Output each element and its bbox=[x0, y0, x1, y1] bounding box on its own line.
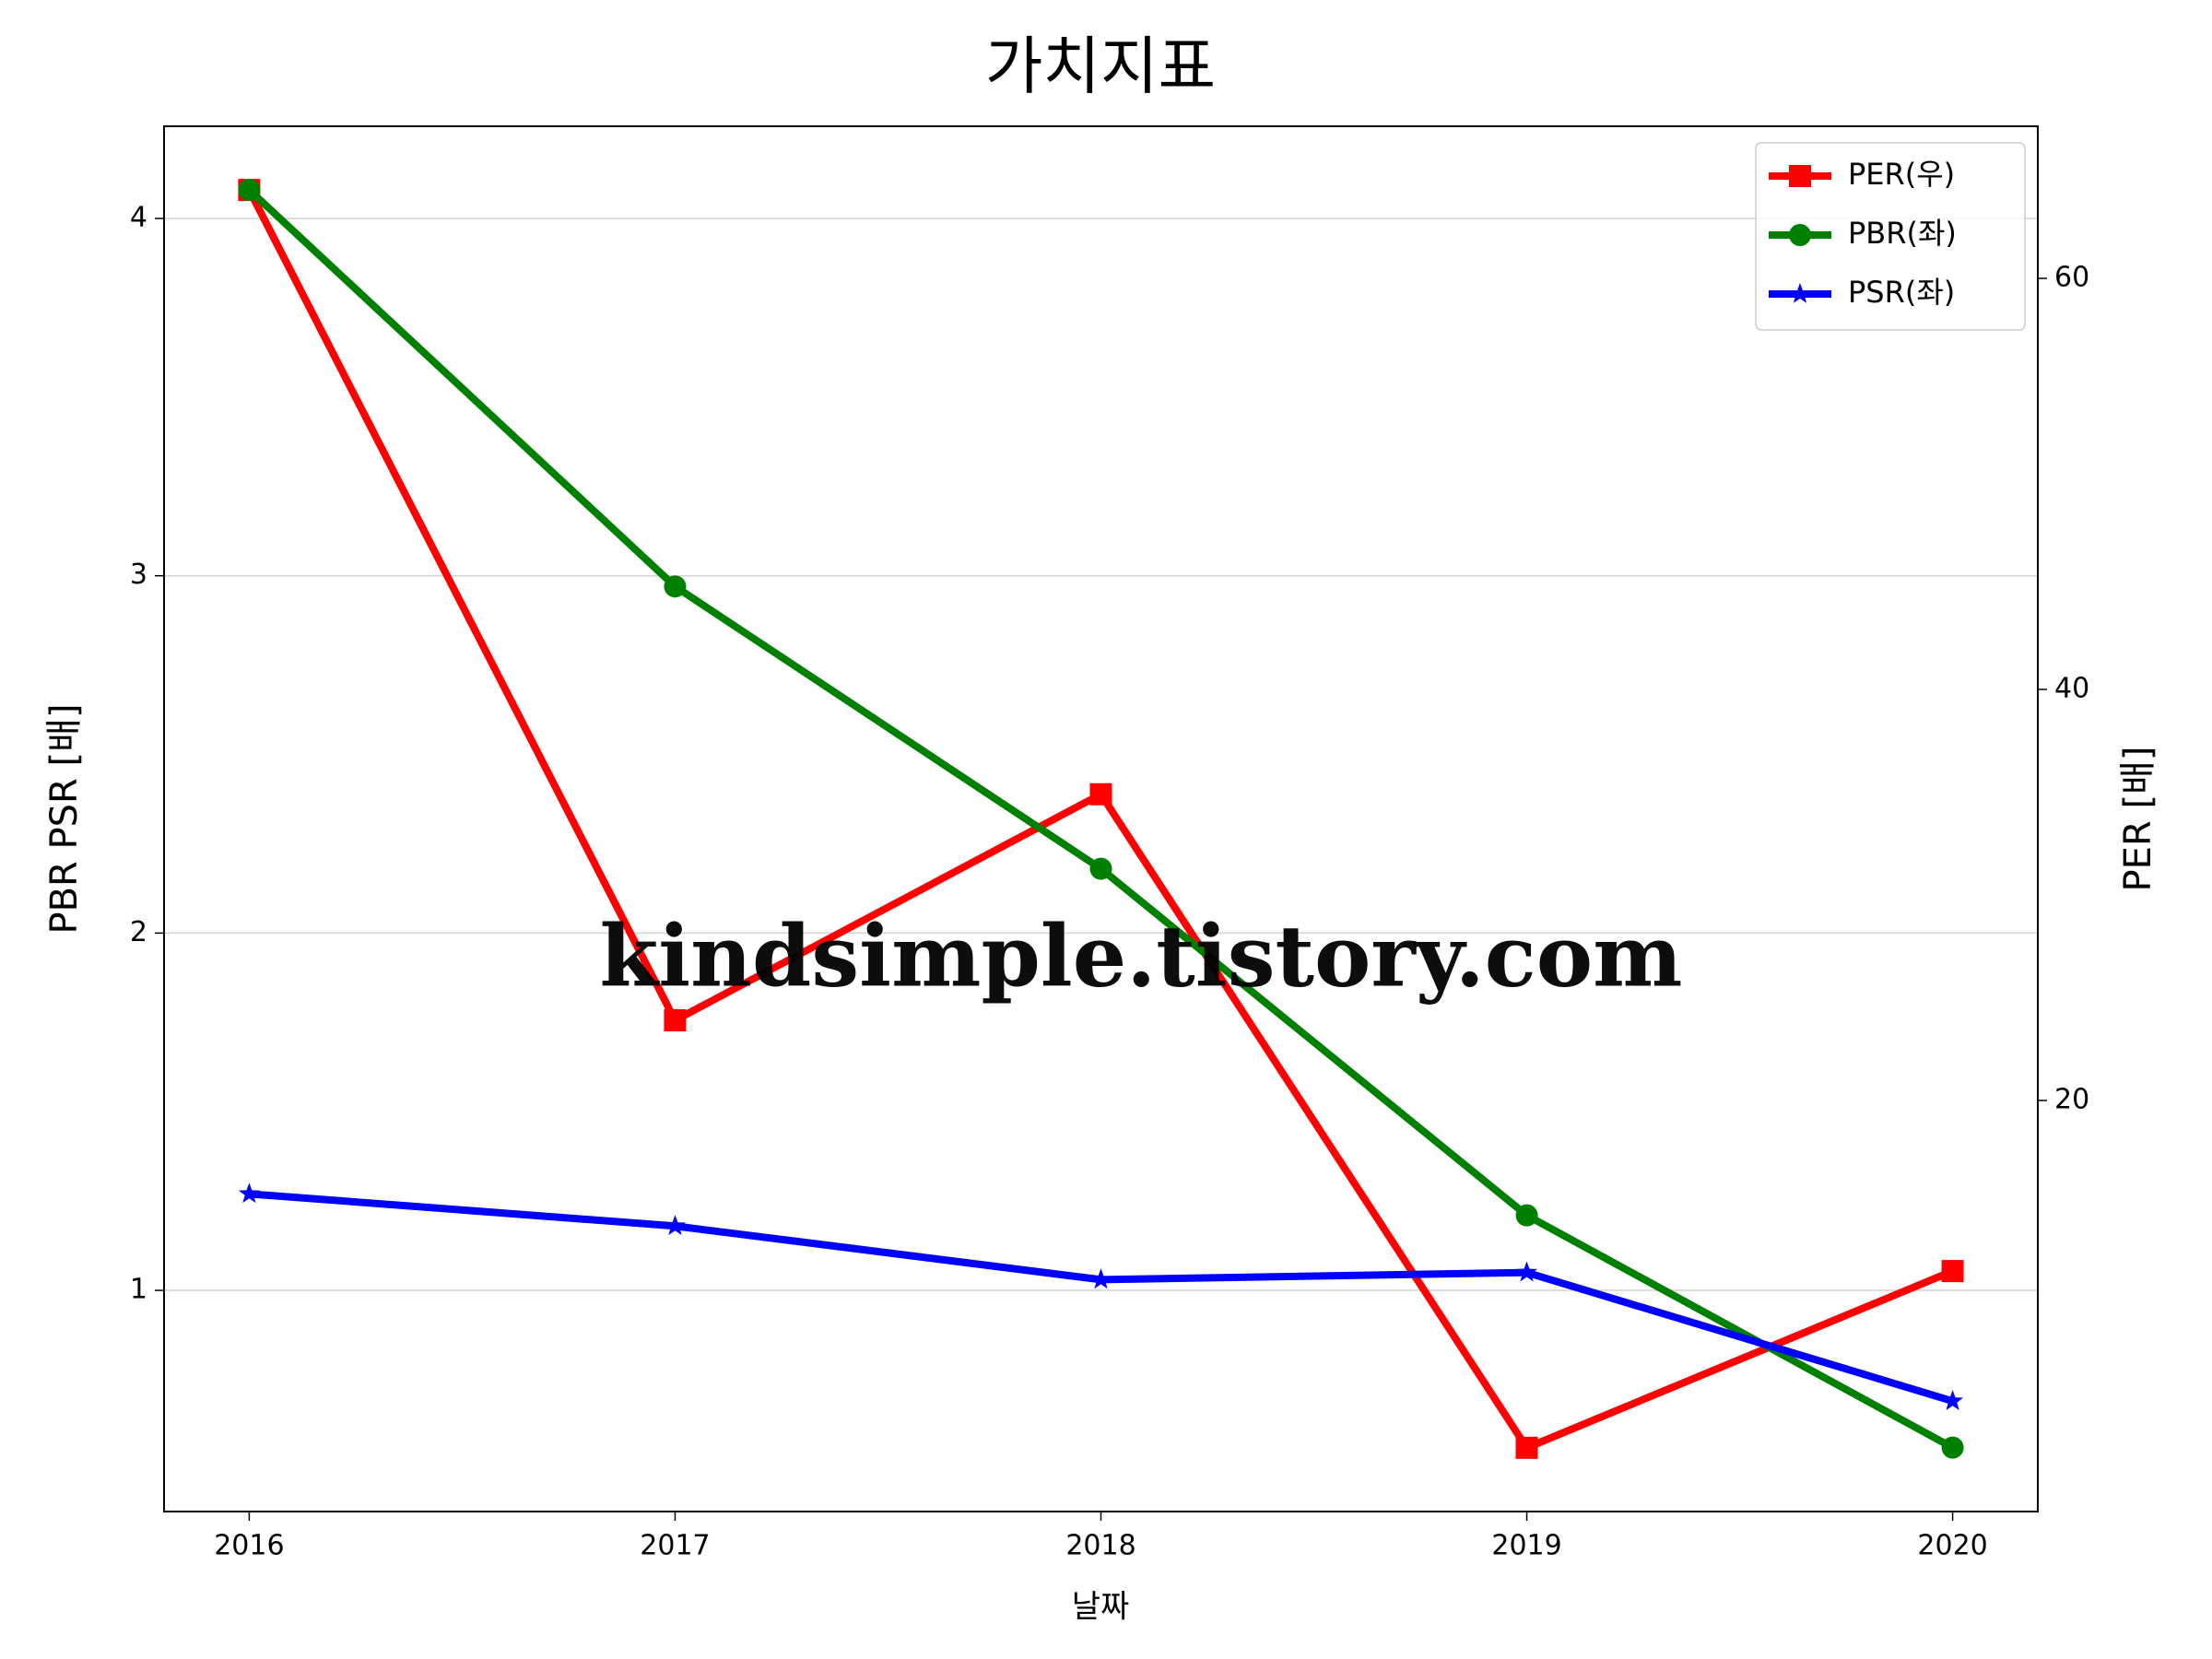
y-axis-label: PBR PSR [배] bbox=[43, 703, 86, 934]
y2-tick-label: 60 bbox=[2054, 262, 2089, 294]
marker bbox=[238, 1182, 260, 1204]
marker bbox=[1942, 1390, 1964, 1410]
x-tick-label: 2019 bbox=[1491, 1530, 1561, 1562]
marker bbox=[664, 1215, 686, 1235]
chart-title: 가치지표 bbox=[985, 31, 1216, 104]
legend-box bbox=[1755, 142, 2026, 331]
marker bbox=[1089, 782, 1112, 806]
marker bbox=[238, 179, 261, 202]
y2-axis-label: PER [배] bbox=[2117, 747, 2159, 892]
legend-label: PSR(좌) bbox=[1848, 275, 1955, 310]
marker bbox=[664, 1009, 687, 1032]
x-axis-label: 날짜 bbox=[1072, 1589, 1130, 1626]
y-tick-label: 4 bbox=[130, 202, 147, 234]
marker bbox=[664, 575, 687, 598]
legend-marker bbox=[1789, 224, 1811, 246]
y2-tick-label: 40 bbox=[2054, 673, 2089, 705]
x-tick-label: 2016 bbox=[214, 1530, 284, 1562]
marker bbox=[1515, 1436, 1538, 1459]
marker bbox=[1941, 1436, 1964, 1459]
watermark: kindsimple.tistory.com bbox=[599, 907, 1682, 1006]
x-tick-label: 2020 bbox=[1917, 1530, 1987, 1562]
marker bbox=[1941, 1260, 1964, 1283]
legend-marker bbox=[1789, 165, 1811, 187]
plot-frame bbox=[163, 125, 2039, 1512]
y2-tick-label: 20 bbox=[2054, 1084, 2089, 1116]
y-tick-label: 2 bbox=[130, 916, 147, 948]
legend-marker bbox=[1789, 282, 1811, 303]
y-tick-label: 1 bbox=[130, 1274, 147, 1306]
x-tick-label: 2018 bbox=[1065, 1530, 1135, 1562]
marker bbox=[1515, 1204, 1538, 1227]
x-tick-label: 2017 bbox=[640, 1530, 710, 1562]
legend-label: PBR(좌) bbox=[1848, 216, 1957, 251]
y-tick-label: 3 bbox=[130, 559, 147, 591]
marker bbox=[1090, 1268, 1112, 1289]
marker bbox=[1516, 1261, 1538, 1282]
marker bbox=[1089, 857, 1112, 880]
legend-label: PER(우) bbox=[1848, 157, 1955, 192]
